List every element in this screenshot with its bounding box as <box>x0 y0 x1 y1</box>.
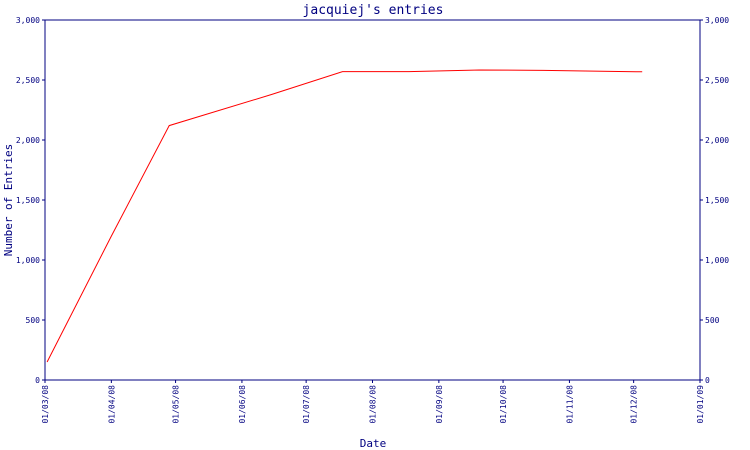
right-y-axis: 0 500 1,000 1,500 2,000 2,500 3,000 <box>700 16 729 385</box>
y-tick-label: 2,000 <box>16 136 40 145</box>
y-tick-label: 1,500 <box>16 196 40 205</box>
x-tick-label: 01/12/08 <box>630 385 639 424</box>
x-axis-label: Date <box>360 437 387 450</box>
x-axis: 01/03/08 01/04/08 01/05/08 01/06/08 01/07/08… <box>41 380 705 424</box>
y-tick-label: 3,000 <box>16 16 40 25</box>
y-tick-label: 1,000 <box>16 256 40 265</box>
right-y-tick-label: 2,000 <box>705 136 729 145</box>
x-tick-label: 01/04/08 <box>107 385 116 424</box>
x-tick-label: 01/03/08 <box>41 385 50 424</box>
x-tick-label: 01/10/08 <box>499 385 508 424</box>
y-tick-label: 500 <box>26 316 41 325</box>
x-tick-label: 01/11/08 <box>565 385 574 424</box>
y-tick-label: 0 <box>35 376 40 385</box>
x-tick-label: 01/07/08 <box>302 385 311 424</box>
chart-title: jacquiej's entries <box>303 3 444 18</box>
left-y-axis: 0 500 1,000 1,500 2,000 2,500 3,000 <box>16 16 45 385</box>
x-tick-label: 01/01/09 <box>696 385 705 424</box>
series-line <box>46 69 643 363</box>
right-y-tick-label: 2,500 <box>705 76 729 85</box>
right-y-tick-label: 0 <box>705 376 710 385</box>
x-tick-label: 01/08/08 <box>369 385 378 424</box>
right-y-tick-label: 1,000 <box>705 256 729 265</box>
y-tick-label: 2,500 <box>16 76 40 85</box>
right-y-tick-label: 3,000 <box>705 16 729 25</box>
right-y-tick-label: 500 <box>705 316 720 325</box>
x-tick-label: 01/05/08 <box>172 385 181 424</box>
plot-frame <box>44 19 701 381</box>
x-tick-label: 01/09/08 <box>435 385 444 424</box>
x-tick-label: 01/06/08 <box>238 385 247 424</box>
right-y-tick-label: 1,500 <box>705 196 729 205</box>
y-axis-label: Number of Entries <box>2 144 15 257</box>
